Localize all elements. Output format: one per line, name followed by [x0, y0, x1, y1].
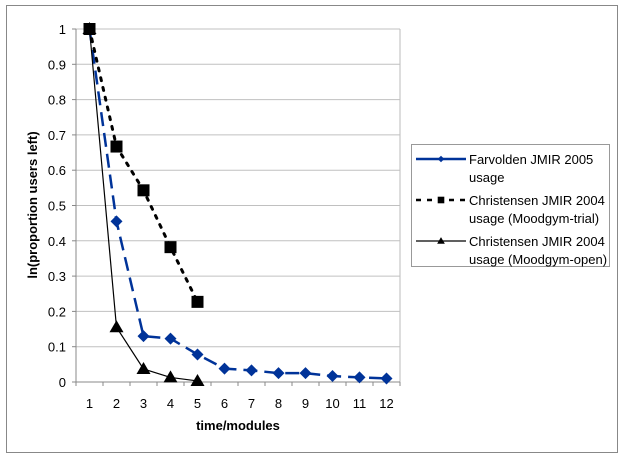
legend-label: usage (Moodgym-open)	[469, 252, 607, 267]
y-tick-label: 0.1	[48, 340, 66, 355]
x-tick-label: 9	[302, 396, 309, 411]
data-point-triangle	[82, 22, 97, 34]
x-tick-label: 5	[194, 396, 201, 411]
y-tick-label: 0.3	[48, 269, 66, 284]
data-point-square	[137, 184, 150, 197]
legend-label: usage (Moodgym-trial)	[469, 211, 599, 226]
data-point-diamond	[437, 155, 445, 163]
data-point-triangle	[437, 237, 445, 244]
series-group	[82, 22, 393, 386]
data-point-diamond	[272, 367, 285, 380]
x-tick-label: 8	[275, 396, 282, 411]
x-tick-label: 6	[221, 396, 228, 411]
data-point-diamond	[299, 367, 312, 380]
data-point-square	[437, 196, 445, 204]
data-point-diamond	[326, 369, 339, 382]
axes: 00.10.20.30.40.50.60.70.80.911 2 3 4 5 6 7 8 9 10…	[48, 22, 401, 411]
legend-label: Christensen JMIR 2004	[469, 193, 605, 208]
x-tick-label: 7	[248, 396, 255, 411]
gridlines	[76, 28, 401, 382]
data-point-triangle	[163, 370, 178, 383]
data-point-diamond	[191, 348, 204, 361]
data-point-square	[110, 140, 123, 153]
x-tick-label: 1	[86, 396, 93, 411]
series-2	[82, 22, 205, 386]
legend-label: Farvolden JMIR 2005	[469, 152, 593, 167]
legend-label: Christensen JMIR 2004	[469, 234, 605, 249]
y-tick-label: 1	[59, 22, 66, 37]
data-point-diamond	[245, 364, 258, 377]
data-point-square	[164, 241, 177, 254]
data-point-diamond	[353, 371, 366, 384]
y-tick-label: 0.7	[48, 128, 66, 143]
y-tick-label: 0	[59, 375, 66, 390]
x-tick-label: 3	[140, 396, 147, 411]
data-point-square	[191, 295, 204, 308]
y-tick-label: 0.6	[48, 163, 66, 178]
x-tick-label: 2	[113, 396, 120, 411]
data-point-triangle	[190, 373, 205, 386]
x-tick-label: 10	[325, 396, 339, 411]
data-point-diamond	[218, 362, 231, 375]
data-point-diamond	[110, 215, 123, 228]
x-axis-label: time/modules	[196, 418, 280, 433]
y-tick-label: 0.2	[48, 304, 66, 319]
x-tick-label: 4	[167, 396, 174, 411]
data-point-diamond	[137, 330, 150, 343]
y-tick-label: 0.9	[48, 57, 66, 72]
series-0	[83, 23, 393, 385]
data-point-diamond	[164, 332, 177, 345]
data-point-triangle	[109, 320, 124, 333]
legend: Farvolden JMIR 2005 usage Christensen JMIR…	[411, 144, 610, 267]
x-tick-label: 12	[379, 396, 393, 411]
y-tick-label: 0.5	[48, 199, 66, 214]
x-tick-label: 11	[353, 396, 367, 411]
legend-label: usage	[469, 170, 504, 185]
y-tick-label: 0.4	[48, 234, 66, 249]
data-point-triangle	[136, 361, 151, 374]
y-tick-label: 0.8	[48, 93, 66, 108]
y-axis-label: ln(proportion users left)	[25, 131, 40, 278]
data-point-diamond	[380, 372, 393, 385]
